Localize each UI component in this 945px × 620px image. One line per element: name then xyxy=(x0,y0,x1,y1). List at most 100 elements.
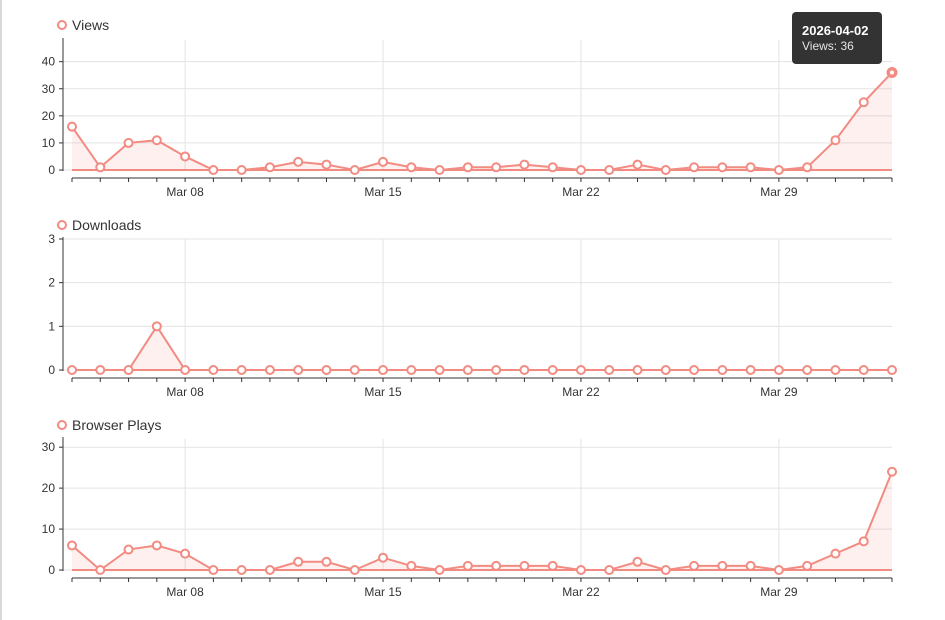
data-point[interactable] xyxy=(321,556,332,567)
data-point[interactable] xyxy=(321,365,332,375)
data-point[interactable] xyxy=(491,365,502,375)
data-point[interactable] xyxy=(123,365,134,375)
data-point[interactable] xyxy=(321,159,332,170)
data-point[interactable] xyxy=(660,365,671,375)
data-point[interactable] xyxy=(434,365,445,375)
y-tick-label: 20 xyxy=(42,481,56,495)
data-point[interactable] xyxy=(575,365,586,375)
data-point[interactable] xyxy=(604,165,615,175)
data-point[interactable] xyxy=(519,560,530,571)
data-point[interactable] xyxy=(434,565,445,575)
data-point[interactable] xyxy=(689,560,700,571)
data-point[interactable] xyxy=(378,552,389,563)
data-point[interactable] xyxy=(208,165,219,175)
data-point[interactable] xyxy=(293,365,304,375)
data-point[interactable] xyxy=(547,162,558,173)
data-point[interactable] xyxy=(236,565,247,575)
data-point[interactable] xyxy=(67,121,77,132)
data-point[interactable] xyxy=(519,365,530,375)
data-point[interactable] xyxy=(632,159,643,170)
data-point[interactable] xyxy=(236,365,247,375)
data-point[interactable] xyxy=(632,556,643,567)
data-point[interactable] xyxy=(491,162,502,173)
data-point[interactable] xyxy=(745,365,756,375)
y-tick-label: 1 xyxy=(48,319,55,333)
data-point[interactable] xyxy=(575,565,586,575)
data-point[interactable] xyxy=(123,137,134,148)
data-point[interactable] xyxy=(858,365,869,375)
data-point[interactable] xyxy=(406,162,417,173)
data-point[interactable] xyxy=(660,165,671,175)
data-point[interactable] xyxy=(406,560,417,571)
data-point[interactable] xyxy=(95,565,106,575)
data-point[interactable] xyxy=(802,560,813,571)
data-point[interactable] xyxy=(180,365,191,375)
data-point[interactable] xyxy=(378,365,389,375)
chart-1: Downloads 0 1 2 3 Mar 08 Mar 15 Mar 22 Mar 29 xyxy=(48,217,897,399)
data-point[interactable] xyxy=(123,544,134,555)
data-point[interactable] xyxy=(519,159,530,170)
data-point[interactable] xyxy=(208,365,219,375)
data-point[interactable] xyxy=(151,135,162,146)
data-point[interactable] xyxy=(95,162,106,173)
data-point[interactable] xyxy=(802,162,813,173)
data-point[interactable] xyxy=(689,162,700,173)
data-point[interactable] xyxy=(67,540,77,551)
data-point[interactable] xyxy=(151,321,162,332)
data-point[interactable] xyxy=(236,165,247,175)
data-point[interactable] xyxy=(660,565,671,575)
legend-marker-icon xyxy=(57,420,67,430)
data-point[interactable] xyxy=(887,365,897,375)
data-point[interactable] xyxy=(887,466,897,477)
data-point[interactable] xyxy=(349,165,360,175)
y-tick-label: 40 xyxy=(42,55,56,69)
data-point[interactable] xyxy=(632,365,643,375)
data-point[interactable] xyxy=(208,565,219,575)
data-point[interactable] xyxy=(180,548,191,559)
data-point[interactable] xyxy=(180,151,191,162)
data-point[interactable] xyxy=(462,365,473,375)
data-point[interactable] xyxy=(830,135,841,146)
data-point[interactable] xyxy=(462,162,473,173)
data-point[interactable] xyxy=(67,365,77,375)
data-point[interactable] xyxy=(689,365,700,375)
data-point[interactable] xyxy=(434,165,445,175)
data-point[interactable] xyxy=(604,365,615,375)
data-point[interactable] xyxy=(745,162,756,173)
data-point[interactable] xyxy=(773,565,784,575)
data-point[interactable] xyxy=(858,536,869,547)
data-point[interactable] xyxy=(547,365,558,375)
data-point[interactable] xyxy=(830,548,841,559)
data-point[interactable] xyxy=(802,365,813,375)
data-point[interactable] xyxy=(264,565,275,575)
data-point[interactable] xyxy=(717,162,728,173)
data-point[interactable] xyxy=(773,365,784,375)
data-point[interactable] xyxy=(462,560,473,571)
data-point[interactable] xyxy=(378,156,389,167)
data-point[interactable] xyxy=(293,156,304,167)
data-point[interactable] xyxy=(830,365,841,375)
data-point[interactable] xyxy=(264,365,275,375)
data-point[interactable] xyxy=(264,162,275,173)
data-point[interactable] xyxy=(547,560,558,571)
data-point[interactable] xyxy=(858,97,869,108)
data-point[interactable] xyxy=(773,165,784,175)
data-point[interactable] xyxy=(745,560,756,571)
data-point[interactable] xyxy=(604,565,615,575)
x-tick-label: Mar 08 xyxy=(166,585,204,599)
data-point[interactable] xyxy=(406,365,417,375)
data-point[interactable] xyxy=(151,540,162,551)
y-tick-label: 30 xyxy=(42,82,56,96)
data-point[interactable] xyxy=(491,560,502,571)
series-line xyxy=(71,471,893,572)
data-point[interactable] xyxy=(293,556,304,567)
data-point[interactable] xyxy=(349,365,360,375)
data-point[interactable] xyxy=(575,165,586,175)
legend-label: Browser Plays xyxy=(72,417,161,433)
data-point[interactable] xyxy=(349,565,360,575)
data-point[interactable] xyxy=(717,560,728,571)
y-tick-label: 0 xyxy=(48,163,55,177)
data-point[interactable] xyxy=(717,365,728,375)
data-point[interactable] xyxy=(95,365,106,375)
